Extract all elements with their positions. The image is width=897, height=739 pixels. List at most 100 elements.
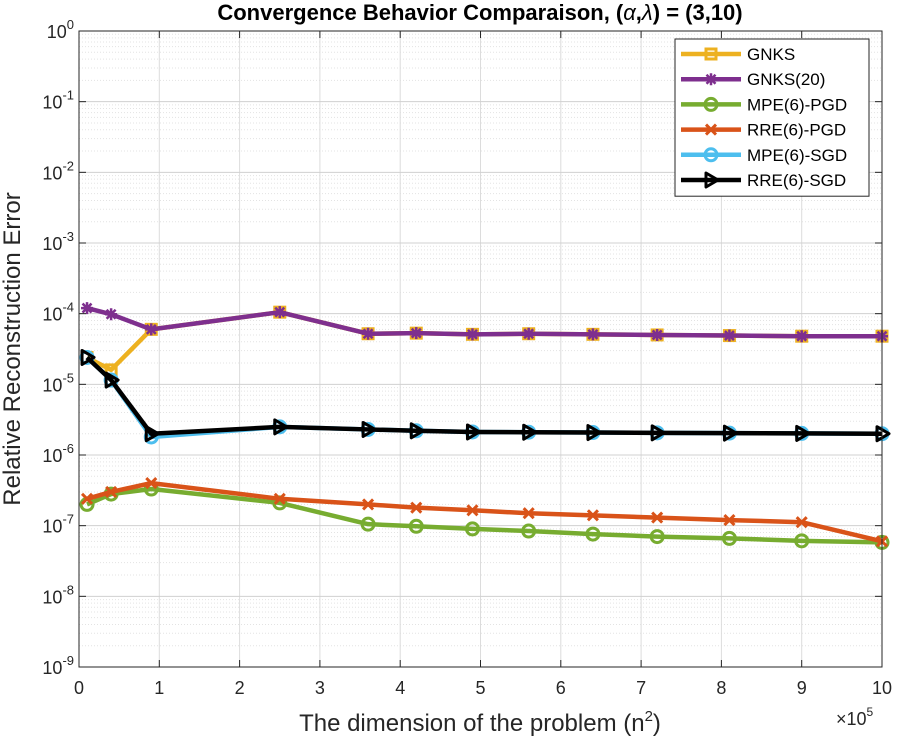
legend-label: RRE(6)-SGD xyxy=(747,171,846,190)
legend-marker xyxy=(704,171,720,189)
x-tick-label: 1 xyxy=(154,678,164,698)
y-tick-label: 10-8 xyxy=(42,582,74,607)
data-point xyxy=(721,530,737,546)
data-point xyxy=(585,526,601,542)
series-layer xyxy=(79,302,891,550)
x-axis-title: The dimension of the problem (n2) xyxy=(299,708,661,737)
data-point xyxy=(651,328,664,341)
series-line xyxy=(85,355,883,436)
data-point xyxy=(650,424,666,442)
major-grid xyxy=(79,31,882,667)
series-mpe-6-pgd xyxy=(79,481,890,550)
x-tick-label: 6 xyxy=(556,678,566,698)
legend-item: GNKS(20) xyxy=(681,70,825,89)
y-tick-label: 10-7 xyxy=(42,512,74,537)
data-point xyxy=(521,523,537,539)
legend-label: RRE(6)-PGD xyxy=(747,121,846,140)
data-point xyxy=(105,485,118,499)
y-tick-label: 10-6 xyxy=(42,441,74,466)
x-tick-labels: 0 1 2 3 4 5 6 7 8 9 10 xyxy=(74,678,892,698)
y-axis-title: Relative Reconstruction Error xyxy=(0,192,26,505)
data-point xyxy=(104,371,120,389)
legend: GNKS GNKS(20) MPE(6)-PGD RRE(6)-PGD MPE(6)-S… xyxy=(674,38,870,197)
legend-marker xyxy=(703,96,719,112)
legend-marker xyxy=(705,73,717,86)
legend-marker xyxy=(704,47,718,61)
x-tick-label: 4 xyxy=(395,678,405,698)
legend-item: RRE(6)-PGD xyxy=(681,121,846,140)
x-tick-label: 0 xyxy=(74,678,84,698)
data-point xyxy=(145,323,158,336)
data-point xyxy=(361,420,377,438)
axis-ticks xyxy=(78,30,883,668)
y-tick-label: 10-9 xyxy=(42,653,74,678)
data-point xyxy=(522,423,538,441)
data-point xyxy=(722,424,738,442)
data-point xyxy=(649,529,665,545)
data-point xyxy=(360,516,376,532)
data-point xyxy=(795,424,811,442)
data-point xyxy=(586,424,602,442)
data-point xyxy=(80,492,94,505)
x-tick-label: 8 xyxy=(716,678,726,698)
y-tick-label: 10-3 xyxy=(42,229,74,254)
data-point xyxy=(466,328,479,341)
legend-label: GNKS(20) xyxy=(747,70,825,89)
data-point xyxy=(586,509,599,522)
x-tick-label: 2 xyxy=(235,678,245,698)
legend-marker xyxy=(703,147,719,163)
data-point xyxy=(410,327,423,340)
x-tick-label: 3 xyxy=(315,678,325,698)
x-tick-label: 10 xyxy=(872,678,892,698)
series-gnks-20- xyxy=(81,302,888,343)
data-point xyxy=(466,504,479,517)
data-point xyxy=(145,477,158,490)
y-tick-label: 100 xyxy=(47,17,74,42)
data-point xyxy=(651,511,664,524)
data-point xyxy=(723,514,736,527)
data-point xyxy=(273,306,286,319)
legend-item: GNKS xyxy=(681,45,795,64)
data-point xyxy=(794,533,810,549)
x-tick-label: 5 xyxy=(475,678,485,698)
data-point xyxy=(465,423,481,441)
data-point xyxy=(410,501,423,514)
legend-label: GNKS xyxy=(747,45,795,64)
data-point xyxy=(586,328,599,341)
legend-label: MPE(6)-SGD xyxy=(747,146,847,165)
series-line xyxy=(86,486,883,545)
x-axis-scale-factor: ×105 xyxy=(836,705,874,729)
data-point xyxy=(795,330,808,343)
data-point xyxy=(464,521,480,537)
y-tick-label: 10-4 xyxy=(42,300,74,325)
data-point xyxy=(144,425,160,443)
y-tick-label: 10-1 xyxy=(42,88,74,113)
legend-marker xyxy=(704,123,718,136)
legend-box xyxy=(674,38,870,197)
data-point xyxy=(273,418,289,436)
data-point xyxy=(409,422,425,440)
data-point xyxy=(362,498,375,511)
legend-item: MPE(6)-PGD xyxy=(681,95,847,114)
chart-title: Convergence Behavior Comparaison, (α,λ) … xyxy=(217,0,742,25)
legend-label: MPE(6)-PGD xyxy=(747,95,847,114)
data-point xyxy=(522,507,535,520)
y-tick-label: 10-5 xyxy=(42,370,74,395)
x-tick-label: 9 xyxy=(797,678,807,698)
legend-item: MPE(6)-SGD xyxy=(681,146,847,165)
data-point xyxy=(362,327,375,340)
data-point xyxy=(81,302,94,315)
data-point xyxy=(273,492,286,505)
data-point xyxy=(105,308,118,321)
data-point xyxy=(408,518,424,534)
data-point xyxy=(875,425,891,443)
data-point xyxy=(723,329,736,342)
data-point xyxy=(80,348,96,366)
legend-item: RRE(6)-SGD xyxy=(681,171,846,190)
y-tick-label: 10-2 xyxy=(42,158,74,183)
series-rre-6-sgd xyxy=(80,348,891,443)
x-tick-label: 7 xyxy=(636,678,646,698)
data-point xyxy=(795,516,808,529)
y-tick-labels: 100 10-1 10-2 10-3 10-4 10-5 10-6 10-7 10-8 10-9 xyxy=(42,17,74,678)
